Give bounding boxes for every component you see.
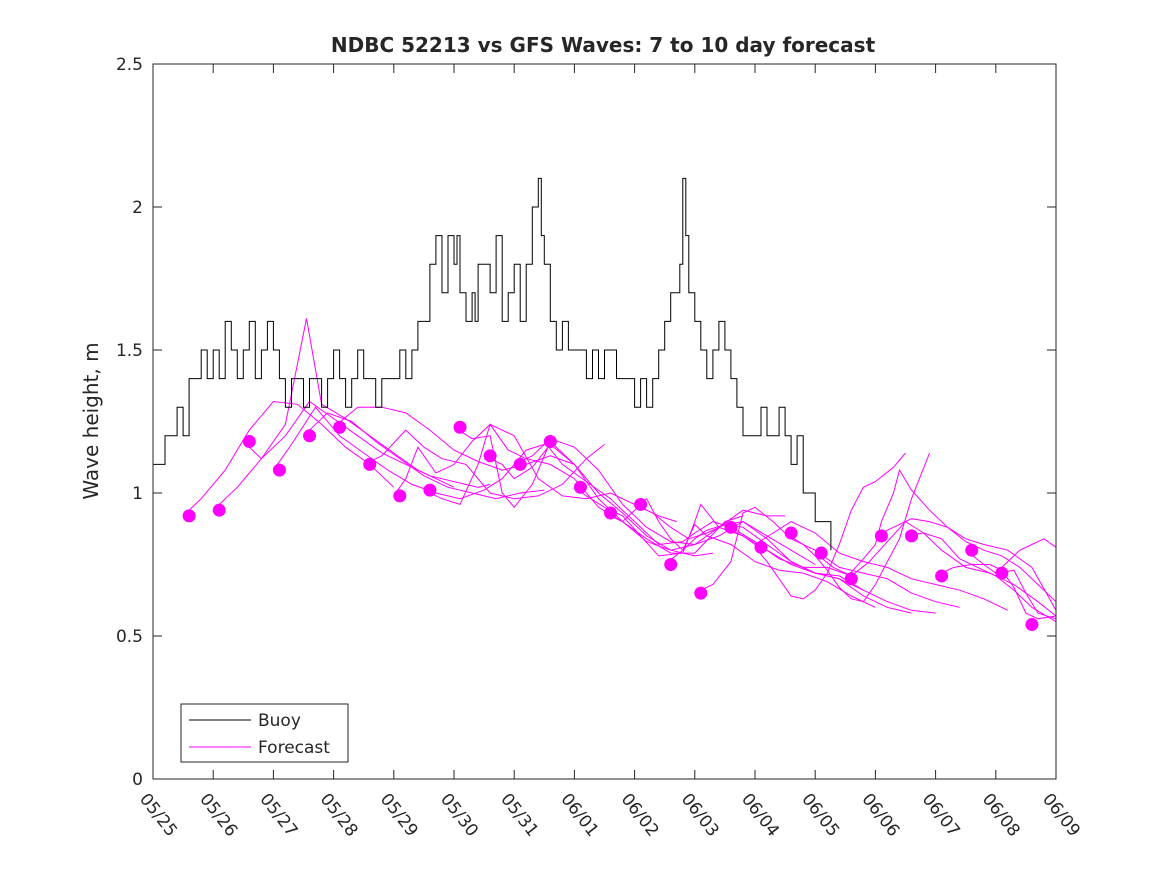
forecast-marker <box>634 497 648 511</box>
forecast-marker <box>604 506 618 520</box>
forecast-run-line <box>875 518 1057 603</box>
forecast-run-line <box>272 406 545 500</box>
forecast-run-line <box>393 423 677 523</box>
forecast-marker <box>694 586 708 600</box>
forecast-marker <box>303 429 317 443</box>
forecast-marker <box>664 558 678 571</box>
forecast-marker <box>272 463 286 477</box>
forecast-marker <box>182 509 196 523</box>
legend-box <box>180 703 349 763</box>
legend-forecast-label: Forecast <box>258 738 330 758</box>
forecast-marker <box>483 449 497 463</box>
forecast-run-line <box>844 468 1057 611</box>
forecast-marker <box>513 457 527 471</box>
forecast-marker <box>995 566 1009 580</box>
forecast-marker <box>965 543 979 557</box>
forecast-run-line <box>784 452 931 603</box>
y-axis: 0 0.5 1 1.5 2 2.5 <box>116 55 1056 790</box>
forecast-run-line <box>634 503 912 614</box>
forecast-run-line <box>363 429 605 500</box>
y-tick-label: 0.5 <box>116 627 143 647</box>
forecast-run-line <box>543 441 852 577</box>
forecast-marker <box>814 546 828 560</box>
forecast-run-line <box>754 452 906 600</box>
y-tick-label: 2 <box>132 198 143 218</box>
forecast-marker <box>1025 618 1039 632</box>
forecast-run-line <box>905 532 1057 623</box>
forecast-marker <box>724 520 738 534</box>
forecast-marker <box>784 526 798 540</box>
forecast-marker <box>543 435 557 449</box>
forecast-marker <box>874 529 888 543</box>
y-tick-label: 1 <box>132 484 143 504</box>
forecast-marker <box>242 435 256 449</box>
forecast-marker <box>363 457 377 471</box>
y-tick-label: 2.5 <box>116 55 143 75</box>
y-axis-label: Wave height, m <box>79 342 103 499</box>
forecast-marker <box>844 572 858 586</box>
forecast-run-line <box>242 400 491 488</box>
forecast-run-line <box>483 443 786 551</box>
y-tick-label: 1.5 <box>116 341 143 361</box>
forecast-marker <box>754 540 768 554</box>
forecast-marker <box>935 569 949 583</box>
plot-area <box>153 64 1056 779</box>
y-tick-label: 0 <box>132 770 143 790</box>
forecast-run-line <box>965 538 1057 574</box>
forecast-marker <box>212 503 226 517</box>
forecast-marker <box>905 529 919 543</box>
legend-buoy-label: Buoy <box>258 711 301 731</box>
forecast-marker <box>453 420 467 434</box>
buoy-line <box>153 177 832 551</box>
forecast-markers <box>182 420 1039 632</box>
buoy-series-line <box>153 177 832 551</box>
axes-background <box>153 64 1056 779</box>
chart-title: NDBC 52213 vs GFS Waves: 7 to 10 day for… <box>331 33 876 57</box>
forecast-lines <box>182 318 1057 623</box>
legend: Buoy Forecast <box>180 703 349 763</box>
forecast-marker <box>423 483 437 497</box>
forecast-marker <box>393 489 407 503</box>
forecast-marker <box>573 480 587 494</box>
forecast-marker <box>333 420 347 434</box>
axes-box <box>152 63 1057 780</box>
forecast-run-line <box>423 423 713 557</box>
forecast-run-line <box>333 406 575 471</box>
forecast-run-line <box>664 523 936 614</box>
